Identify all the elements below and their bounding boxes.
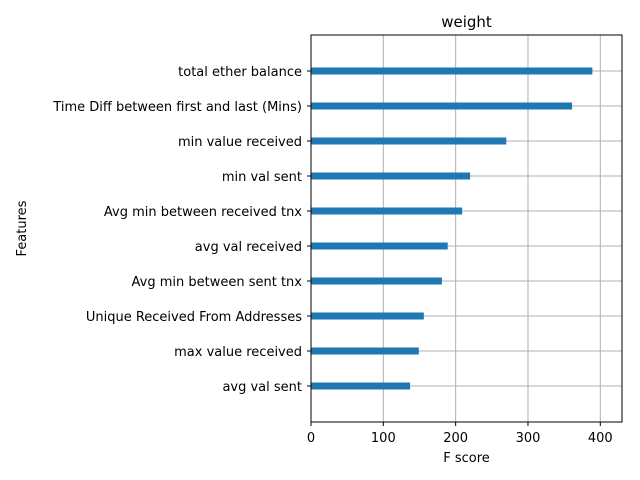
chart-title: weight [441,13,492,31]
grid-lines [310,35,622,422]
x-tick-label: 300 [516,431,541,446]
y-tick-label: total ether balance [178,65,302,80]
bar [311,137,507,145]
x-tick-label: 100 [371,431,396,446]
bar [311,347,419,355]
y-tick-label: Avg min between sent tnx [132,275,303,290]
x-axis-label: F score [443,451,490,466]
y-tick-label: max value received [174,345,302,360]
bar [311,172,471,180]
plot-frame [310,34,623,423]
y-tick-label: avg val received [195,240,302,255]
x-tick-label: 200 [443,431,468,446]
bar [311,277,442,285]
bar [311,382,411,390]
bar [311,67,593,75]
y-tick-label: Avg min between received tnx [104,205,302,220]
y-axis: avg val sent max value received Unique Re… [52,65,311,395]
bars [311,67,593,390]
x-tick-label: 0 [307,431,315,446]
bar [311,207,463,215]
y-tick-label: min val sent [222,170,302,185]
bar [311,242,448,250]
y-tick-label: Time Diff between first and last (Mins) [52,100,302,115]
x-tick-label: 400 [588,431,613,446]
y-tick-label: min value received [178,135,302,150]
y-axis-label: Features [15,200,30,256]
bar [311,102,573,110]
y-tick-label: Unique Received From Addresses [86,310,302,325]
x-axis: 0 100 200 300 400 [307,422,613,446]
bar [311,312,424,320]
y-tick-label: avg val sent [222,380,302,395]
